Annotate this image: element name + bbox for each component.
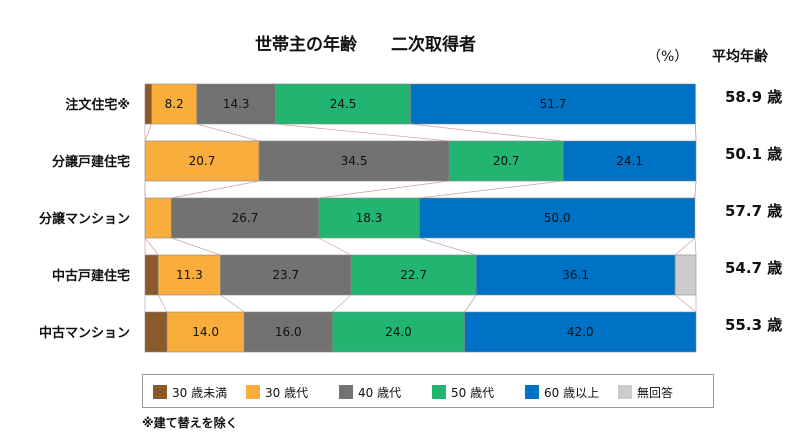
legend-item: 50 歳代 xyxy=(432,384,494,401)
category-label: 中古戸建住宅 xyxy=(52,268,130,284)
connector-line xyxy=(220,294,245,313)
bar-segment xyxy=(275,83,411,125)
bar-segment xyxy=(144,197,172,239)
average-age-label: 54.7 歳 xyxy=(725,259,782,277)
legend-item: 60 歳以上 xyxy=(525,384,599,401)
bar-value-label: 23.7 xyxy=(272,268,299,282)
legend-item: 40 歳代 xyxy=(339,384,401,401)
bar-value-label: 34.5 xyxy=(341,154,368,168)
bar-segment xyxy=(157,254,221,296)
bar-segment xyxy=(171,197,319,239)
bar-segment xyxy=(144,311,168,353)
legend-swatch xyxy=(153,385,167,399)
bar-segment xyxy=(562,140,697,182)
connector-line xyxy=(318,180,450,199)
chart-title-left: 世帯主の年齢 xyxy=(255,35,357,55)
legend-item: 30 歳代 xyxy=(246,384,308,401)
chart-title: 世帯主の年齢 二次取得者 xyxy=(255,30,476,55)
legend-swatch xyxy=(525,385,539,399)
bar-segment xyxy=(196,83,276,125)
legend-swatch xyxy=(432,385,446,399)
category-label: 分譲マンション xyxy=(39,211,130,227)
connector-line xyxy=(332,294,352,313)
legend-swatch xyxy=(618,385,632,399)
legend-label: 60 歳以上 xyxy=(544,386,600,400)
bar-value-label: 24.1 xyxy=(616,154,643,168)
bar-value-label: 11.3 xyxy=(176,268,203,282)
bar-value-label: 20.7 xyxy=(189,154,216,168)
connector-line xyxy=(695,123,697,142)
bar-segment xyxy=(144,83,152,125)
bar-segment xyxy=(166,311,245,353)
bar-segment xyxy=(419,197,696,239)
connector-line xyxy=(419,237,477,256)
legend-label: 40 歳代 xyxy=(358,386,402,400)
category-label: 中古マンション xyxy=(39,325,130,341)
bar-segment xyxy=(464,311,697,353)
legend-label: 30 歳代 xyxy=(265,386,309,400)
legend-swatch xyxy=(339,385,353,399)
legend-item: 無回答 xyxy=(618,384,673,401)
legend-label: 30 歳未満 xyxy=(172,386,228,400)
bar-segment xyxy=(151,83,198,125)
connector-line xyxy=(694,180,697,199)
connector-line xyxy=(318,237,352,256)
connector-line xyxy=(275,123,450,142)
bar-value-label: 24.0 xyxy=(385,325,412,339)
average-age-header: 平均年齢 xyxy=(712,49,768,65)
bar-value-label: 22.7 xyxy=(400,268,427,282)
bar-value-label: 20.7 xyxy=(493,154,520,168)
legend-item: 30 歳未満 xyxy=(153,384,227,401)
average-age-label: 50.1 歳 xyxy=(725,145,782,163)
average-age-label: 58.9 歳 xyxy=(725,88,782,106)
bar-segment xyxy=(410,83,696,125)
category-label: 注文住宅※ xyxy=(65,97,130,113)
bar-value-label: 16.0 xyxy=(275,325,302,339)
connector-line xyxy=(144,123,152,142)
connector-line xyxy=(157,294,168,313)
legend-swatch xyxy=(246,385,260,399)
bar-segment xyxy=(332,311,465,353)
bar-value-label: 36.1 xyxy=(562,268,589,282)
connector-line xyxy=(464,294,477,313)
bar-segment xyxy=(243,311,333,353)
legend-label: 無回答 xyxy=(637,386,674,400)
unit-label: （%） xyxy=(647,49,689,65)
legend: 30 歳未満 30 歳代 40 歳代 50 歳代 60 歳以上 無回答 xyxy=(142,374,714,408)
average-age-label: 55.3 歳 xyxy=(725,316,782,334)
bar-segment xyxy=(674,254,697,296)
category-label: 分譲戸建住宅 xyxy=(52,154,130,170)
bar-segment xyxy=(475,254,676,296)
bar-segment xyxy=(350,254,477,296)
bar-value-label: 18.3 xyxy=(356,211,383,225)
bar-segment xyxy=(144,140,260,182)
bar-value-label: 50.0 xyxy=(544,211,571,225)
connector-line xyxy=(144,237,159,256)
bar-value-label: 42.0 xyxy=(567,325,594,339)
average-age-label: 57.7 歳 xyxy=(725,202,782,220)
connector-line xyxy=(171,237,221,256)
bar-segment xyxy=(144,254,159,296)
connector-line xyxy=(196,123,260,142)
bar-value-label: 24.5 xyxy=(330,97,357,111)
bar-value-label: 14.3 xyxy=(223,97,250,111)
bar-segment xyxy=(220,254,352,296)
footnote: ※建て替えを除く xyxy=(142,416,238,430)
legend-label: 50 歳代 xyxy=(451,386,495,400)
bar-value-label: 51.7 xyxy=(540,97,567,111)
bar-segment xyxy=(258,140,450,182)
connector-line xyxy=(694,237,697,256)
connector-line xyxy=(674,294,697,313)
bar-segment xyxy=(448,140,564,182)
connector-line xyxy=(419,180,564,199)
bar-value-label: 26.7 xyxy=(232,211,259,225)
connector-line xyxy=(410,123,564,142)
connector-line xyxy=(171,180,260,199)
connector-line xyxy=(674,237,696,256)
chart-title-right: 二次取得者 xyxy=(391,35,476,55)
bar-value-label: 14.0 xyxy=(192,325,219,339)
bar-value-label: 8.2 xyxy=(165,97,184,111)
